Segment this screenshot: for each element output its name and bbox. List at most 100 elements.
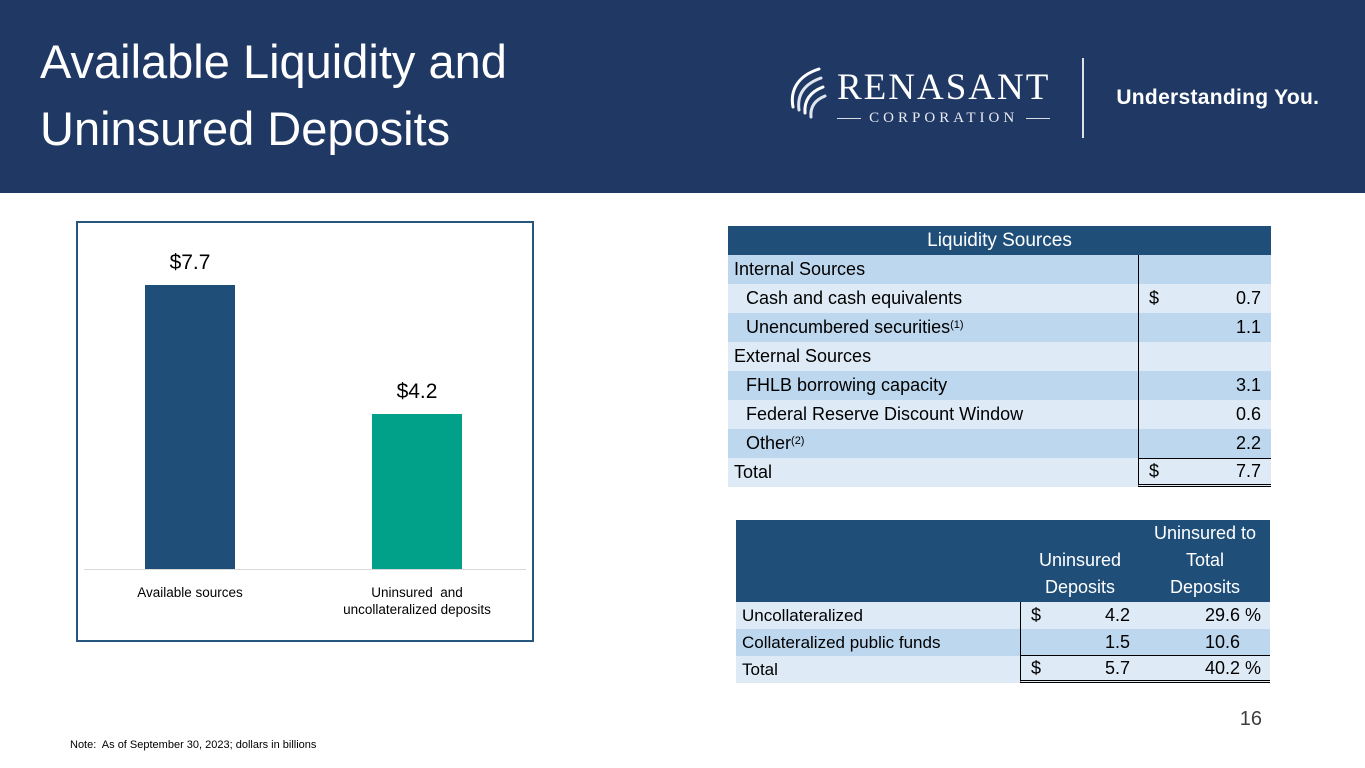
label-text: External Sources (734, 346, 872, 366)
table-row: Federal Reserve Discount Window 0.6 (728, 400, 1271, 429)
row-label: Other (2) (746, 433, 805, 453)
table-row: External Sources (728, 342, 1271, 371)
row-value (1138, 255, 1271, 284)
note-line: Note: As of September 30, 2023; dollars … (70, 739, 317, 751)
column-header-blank (736, 520, 1020, 602)
table-row-total: Total $5.7 40.2% (736, 656, 1270, 683)
value-text: 1.1 (1235, 317, 1261, 337)
dollar-sign: $ (1031, 605, 1042, 625)
row-percent: 29.6% (1140, 602, 1270, 629)
liquidity-table: Liquidity Sources Internal Sources Cash … (728, 226, 1271, 487)
logo-text: RENASANT CORPORATION (837, 66, 1051, 128)
row-percent: 10.6 (1140, 629, 1270, 656)
page-number: 16 (1239, 708, 1262, 730)
category-label: Uninsured and uncollateralized deposits (343, 585, 491, 617)
row-label: Uncollateralized (742, 605, 863, 625)
logo-name: RENASANT (837, 66, 1051, 108)
header-line: Deposits (1044, 577, 1116, 597)
value-text: 4.2 (1104, 605, 1130, 625)
liquidity-table-title: Liquidity Sources (728, 226, 1271, 255)
label-text: Cash and cash equivalents (746, 288, 963, 308)
bar-group-available-sources: $7.7 (145, 251, 235, 569)
row-value: $4.2 (1020, 602, 1140, 629)
header-line: Deposits (1169, 577, 1241, 597)
table-row: Other (2) 2.2 (728, 429, 1271, 458)
bar-chart: $7.7 $4.2 Available sources Uninsured an… (76, 221, 534, 642)
table-row: Collateralized public funds 1.5 10.6 (736, 629, 1270, 656)
row-label: Total (742, 659, 778, 679)
row-value: $7.7 (1138, 458, 1271, 487)
row-label: Internal Sources (728, 255, 1138, 284)
value-text: 5.7 (1104, 657, 1130, 678)
page-title: Available Liquidity and Uninsured Deposi… (40, 35, 507, 155)
value-text: 2.2 (1235, 433, 1261, 453)
value-text: 3.1 (1235, 375, 1261, 395)
logo-rule-left (837, 118, 862, 120)
dollar-sign: $ (1149, 461, 1160, 481)
column-header-uninsured-to-total: Uninsured to Total Deposits (1140, 520, 1270, 602)
row-value: $0.7 (1138, 284, 1271, 313)
row-label: Total (728, 458, 1138, 487)
footnotes: Note: As of September 30, 2023; dollars … (70, 710, 540, 768)
brand-divider (1082, 58, 1085, 138)
brand-block: RENASANT CORPORATION Understanding You. (783, 52, 1319, 144)
bar-uninsured-deposits (372, 414, 462, 569)
label-text: Total (734, 462, 773, 482)
row-label: Unencumbered securities (1) (746, 317, 964, 337)
bar-value-label: $4.2 (396, 380, 438, 403)
table-row: Internal Sources (728, 255, 1271, 284)
label-text: Unencumbered securities (746, 317, 951, 337)
table-row: FHLB borrowing capacity 3.1 (728, 371, 1271, 400)
bar-available-sources (145, 285, 235, 569)
label-text: FHLB borrowing capacity (746, 375, 948, 395)
value-text: 0.6 (1235, 404, 1261, 424)
percent-sign: % (1244, 605, 1261, 625)
row-label: Collateralized public funds (742, 632, 941, 652)
chart-baseline (84, 569, 526, 570)
dollar-sign: $ (1031, 657, 1042, 678)
row-value: 3.1 (1138, 371, 1271, 400)
category-label: Available sources (137, 585, 243, 600)
table-row: Cash and cash equivalents $0.7 (728, 284, 1271, 313)
row-value: 2.2 (1138, 429, 1271, 458)
value-text: 7.7 (1235, 461, 1261, 481)
logo-subtitle: CORPORATION (869, 110, 1019, 127)
row-value: 1.5 (1020, 629, 1140, 656)
column-header-uninsured-deposits: Uninsured Deposits (1020, 520, 1140, 602)
bar-value-label: $7.7 (169, 251, 211, 274)
header-banner: Available Liquidity and Uninsured Deposi… (0, 0, 1365, 193)
row-label: Cash and cash equivalents (728, 284, 1138, 313)
row-value (1138, 342, 1271, 371)
label-text: Other (746, 433, 792, 453)
row-label: External Sources (728, 342, 1138, 371)
row-value: $5.7 (1020, 656, 1140, 683)
deposits-table-header: Uninsured Deposits Uninsured to Total De… (736, 520, 1270, 602)
header-line: Uninsured (1038, 550, 1122, 570)
row-label: FHLB borrowing capacity (728, 371, 1138, 400)
label-text: Federal Reserve Discount Window (746, 404, 1024, 424)
value-text: 1.5 (1104, 631, 1130, 652)
percent-text: 40.2 (1204, 657, 1240, 678)
table-row: Unencumbered securities (1) 1.1 (728, 313, 1271, 342)
dollar-sign: $ (1149, 288, 1160, 308)
value-text: 0.7 (1235, 288, 1261, 308)
row-percent: 40.2% (1140, 656, 1270, 683)
label-text: Internal Sources (734, 259, 866, 279)
deposits-table: Uninsured Deposits Uninsured to Total De… (736, 520, 1270, 683)
logo-rule-right (1026, 118, 1051, 120)
header-line: Uninsured to (1153, 523, 1257, 543)
header-line: Total (1185, 550, 1225, 570)
percent-sign: % (1244, 657, 1261, 678)
row-value: 0.6 (1138, 400, 1271, 429)
percent-text: 29.6 (1204, 605, 1240, 625)
table-row-total: Total $7.7 (728, 458, 1271, 487)
percent-text: 10.6 (1204, 631, 1240, 652)
row-value: 1.1 (1138, 313, 1271, 342)
bar-group-uninsured-deposits: $4.2 (372, 380, 462, 569)
brand-tagline: Understanding You. (1116, 86, 1320, 109)
leaf-icon (783, 65, 829, 132)
table-row: Uncollateralized $4.2 29.6% (736, 602, 1270, 629)
row-label: Federal Reserve Discount Window (728, 400, 1138, 429)
company-logo: RENASANT CORPORATION (783, 65, 1051, 132)
